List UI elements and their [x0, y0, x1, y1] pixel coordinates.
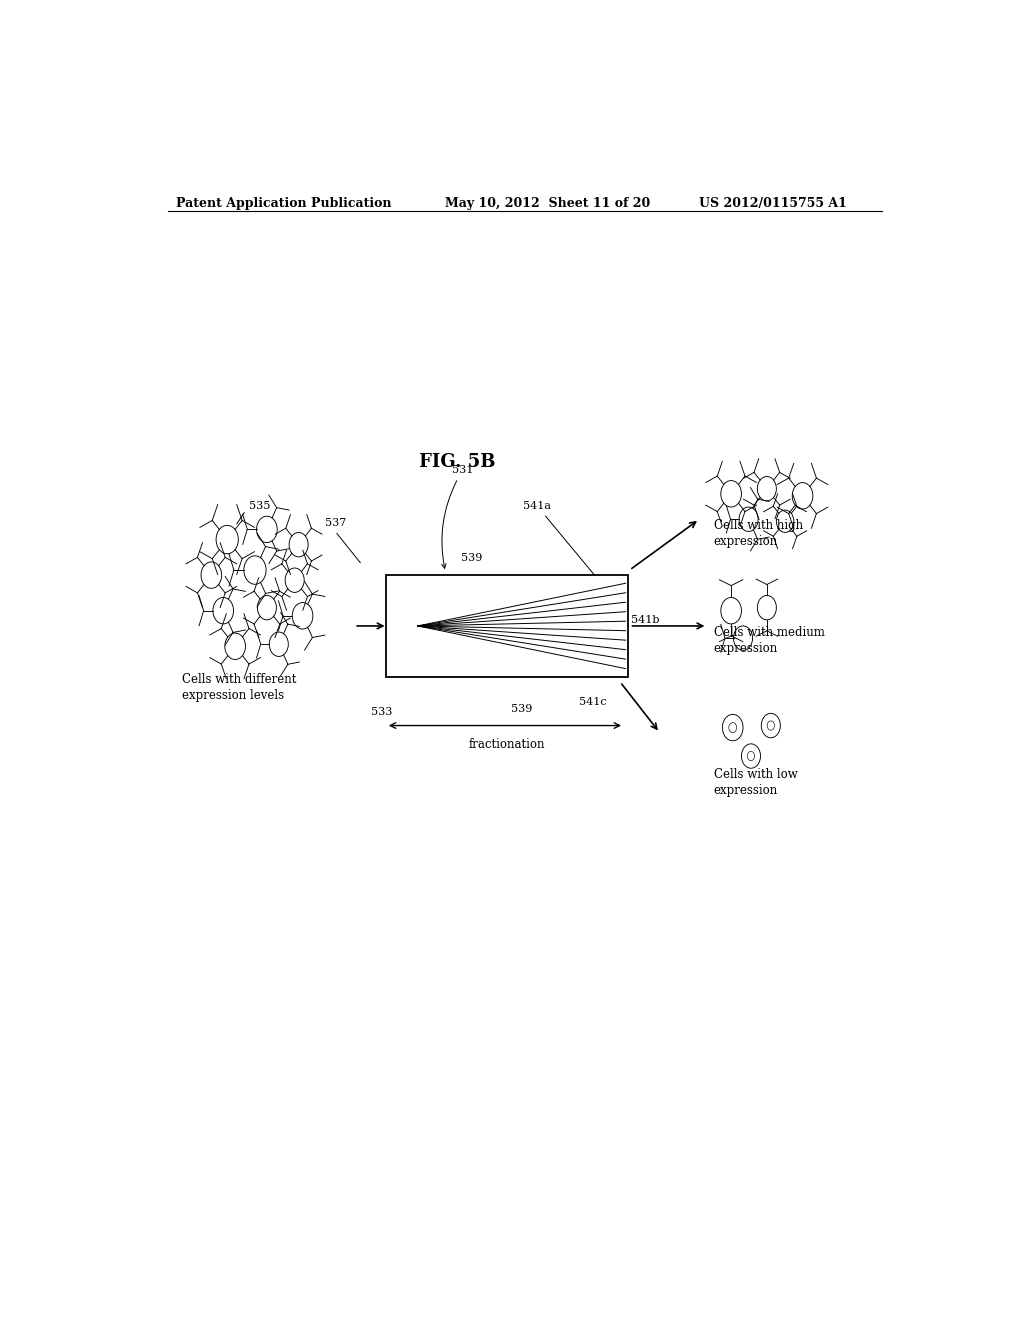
Text: 533: 533 [371, 708, 392, 717]
Text: Cells with low
expression: Cells with low expression [714, 768, 798, 797]
Text: Cells with medium
expression: Cells with medium expression [714, 626, 824, 655]
Text: Cells with high
expression: Cells with high expression [714, 519, 803, 548]
Text: US 2012/0115755 A1: US 2012/0115755 A1 [699, 197, 847, 210]
Text: May 10, 2012  Sheet 11 of 20: May 10, 2012 Sheet 11 of 20 [445, 197, 650, 210]
Bar [386, 576, 628, 677]
Text: 541b: 541b [631, 615, 659, 624]
Text: FIG. 5B: FIG. 5B [419, 453, 496, 471]
Text: fractionation: fractionation [469, 738, 545, 751]
Text: 541a: 541a [523, 502, 595, 576]
Text: 537: 537 [325, 519, 360, 562]
Text: Cells with different
expression levels: Cells with different expression levels [182, 673, 296, 702]
Text: Patent Application Publication: Patent Application Publication [176, 197, 391, 210]
Text: 535: 535 [237, 502, 270, 524]
Text: 539: 539 [511, 705, 532, 714]
Text: 541c: 541c [579, 697, 606, 708]
Text: 539: 539 [461, 553, 482, 562]
Text: 531: 531 [441, 466, 473, 569]
